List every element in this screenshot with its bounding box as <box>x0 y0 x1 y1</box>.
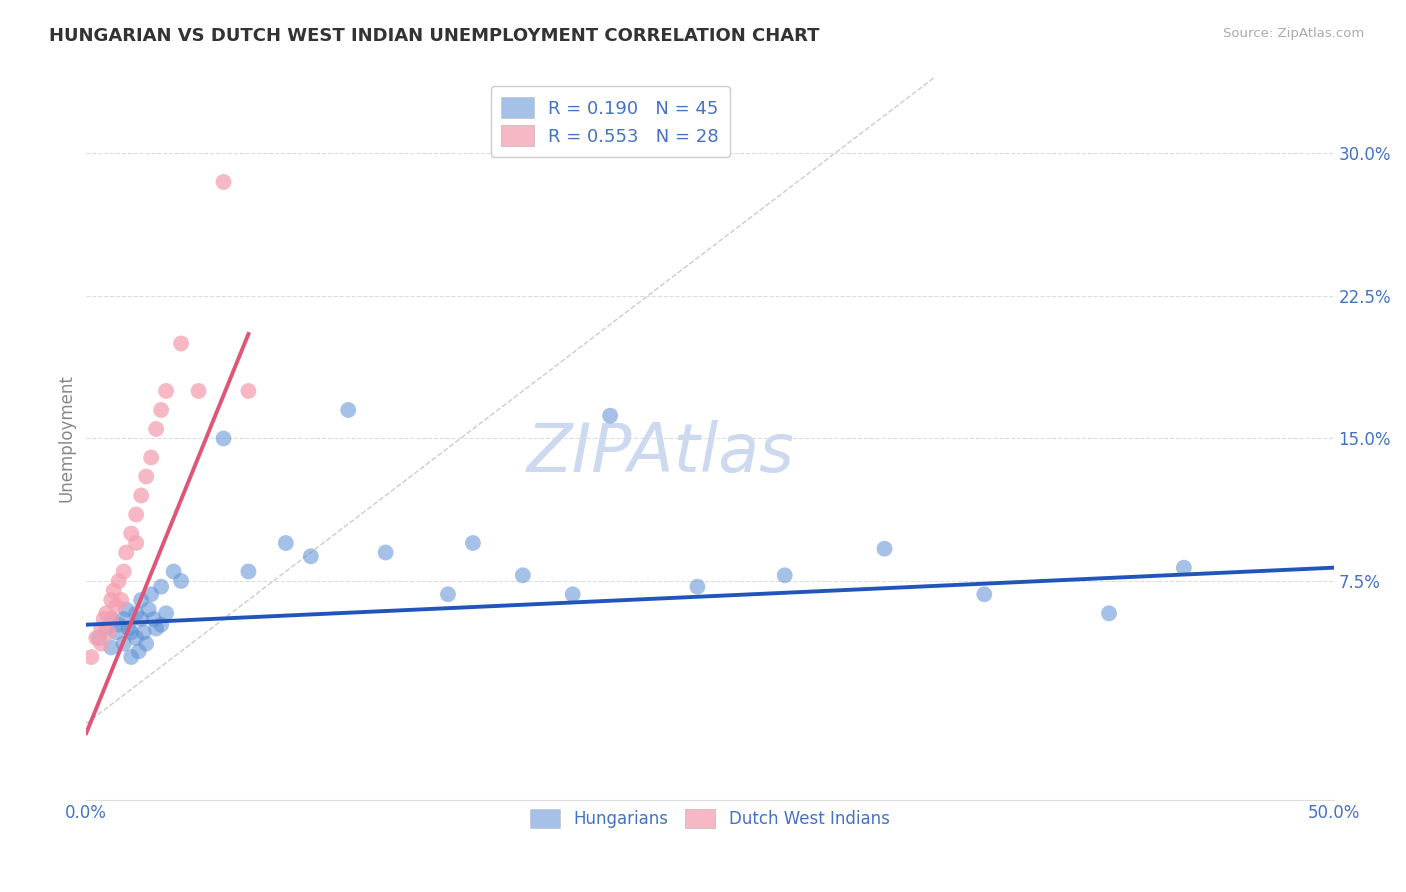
Point <box>84 631 107 645</box>
Point <box>1098 607 1121 621</box>
Point <box>141 587 163 601</box>
Text: HUNGARIAN VS DUTCH WEST INDIAN UNEMPLOYMENT CORRELATION CHART: HUNGARIAN VS DUTCH WEST INDIAN UNEMPLOYM… <box>49 27 820 45</box>
Point <box>686 580 709 594</box>
Point <box>120 625 142 640</box>
Point <box>145 422 167 436</box>
Point <box>1173 560 1195 574</box>
Point <box>129 488 152 502</box>
Point <box>105 625 128 640</box>
Point <box>238 384 260 398</box>
Legend: Hungarians, Dutch West Indians: Hungarians, Dutch West Indians <box>523 802 896 835</box>
Point <box>125 508 148 522</box>
Point <box>873 541 896 556</box>
Point <box>103 583 125 598</box>
Point <box>170 336 193 351</box>
Point <box>107 617 129 632</box>
Point <box>96 622 118 636</box>
Point <box>135 637 157 651</box>
Y-axis label: Unemployment: Unemployment <box>58 375 75 502</box>
Point <box>112 565 135 579</box>
Point <box>135 469 157 483</box>
Text: ZIPAtlas: ZIPAtlas <box>526 420 794 486</box>
Point <box>110 593 132 607</box>
Point <box>80 650 103 665</box>
Point <box>96 607 118 621</box>
Point <box>87 631 110 645</box>
Point <box>100 593 122 607</box>
Point <box>120 650 142 665</box>
Point <box>125 631 148 645</box>
Point <box>150 403 173 417</box>
Point <box>105 599 128 613</box>
Point <box>561 587 583 601</box>
Point <box>142 612 165 626</box>
Point <box>97 625 120 640</box>
Point <box>187 384 209 398</box>
Point <box>337 403 360 417</box>
Point <box>437 587 460 601</box>
Text: Source: ZipAtlas.com: Source: ZipAtlas.com <box>1223 27 1364 40</box>
Point <box>212 175 235 189</box>
Point <box>299 549 322 564</box>
Point <box>155 607 177 621</box>
Point <box>125 536 148 550</box>
Point <box>100 612 122 626</box>
Point <box>374 545 396 559</box>
Point <box>100 612 122 626</box>
Point <box>141 450 163 465</box>
Point <box>118 622 141 636</box>
Point <box>132 625 155 640</box>
Point <box>170 574 193 588</box>
Point <box>90 622 112 636</box>
Point <box>112 637 135 651</box>
Point <box>973 587 995 601</box>
Point <box>212 432 235 446</box>
Point <box>129 593 152 607</box>
Point <box>112 612 135 626</box>
Point <box>115 602 138 616</box>
Point <box>129 612 152 626</box>
Point <box>128 644 150 658</box>
Point <box>115 545 138 559</box>
Point <box>150 617 173 632</box>
Point <box>599 409 621 423</box>
Point <box>773 568 796 582</box>
Point <box>155 384 177 398</box>
Point <box>120 526 142 541</box>
Point <box>93 612 115 626</box>
Point <box>461 536 484 550</box>
Point <box>125 607 148 621</box>
Point <box>162 565 184 579</box>
Point <box>90 637 112 651</box>
Point <box>100 640 122 655</box>
Point <box>238 565 260 579</box>
Point <box>274 536 297 550</box>
Point <box>145 622 167 636</box>
Point <box>150 580 173 594</box>
Point <box>512 568 534 582</box>
Point <box>138 602 160 616</box>
Point <box>107 574 129 588</box>
